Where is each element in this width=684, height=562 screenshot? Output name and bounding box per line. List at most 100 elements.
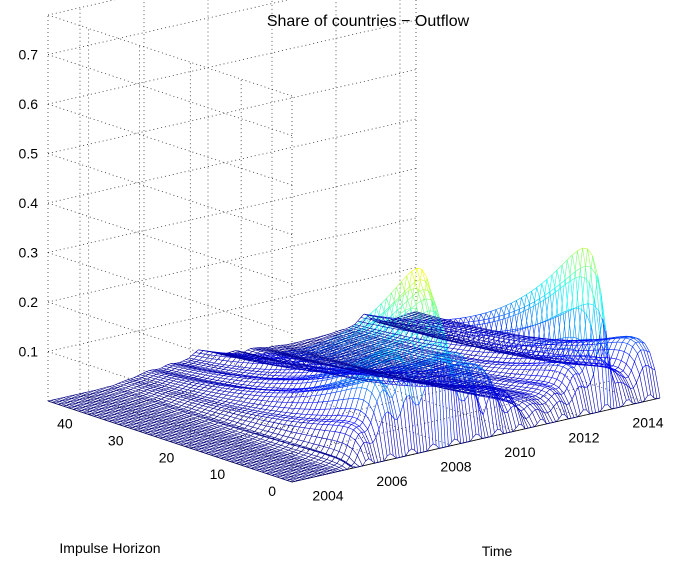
mesh-line <box>552 315 557 341</box>
mesh-line <box>542 322 547 345</box>
mesh-line <box>142 394 147 396</box>
mesh-line <box>235 428 239 432</box>
mesh-line <box>378 343 383 352</box>
mesh-line <box>492 357 497 362</box>
mesh-line <box>509 313 513 330</box>
mesh-line <box>201 360 205 364</box>
mesh-line <box>234 361 239 367</box>
mesh-line <box>295 392 299 398</box>
mesh-line <box>299 372 304 377</box>
mesh-line <box>233 396 237 401</box>
mesh-line <box>186 379 191 382</box>
mesh-line <box>468 346 472 351</box>
mesh-line <box>213 392 217 397</box>
mesh-line <box>185 396 189 399</box>
mesh-line <box>517 363 521 366</box>
grid-line <box>190 363 559 449</box>
mesh-line <box>233 410 237 414</box>
mesh-line <box>555 343 560 357</box>
mesh-line <box>311 376 316 383</box>
mesh-line <box>463 345 467 351</box>
mesh-line <box>250 373 255 377</box>
mesh-line <box>241 367 246 370</box>
mesh-line <box>340 399 344 409</box>
mesh-line <box>151 371 155 374</box>
mesh-line <box>139 372 144 375</box>
mesh-line <box>121 380 125 383</box>
mesh-line <box>175 394 179 396</box>
mesh-line <box>324 348 328 358</box>
mesh-line <box>476 360 480 363</box>
mesh-line <box>194 416 198 419</box>
mesh-line <box>255 379 260 383</box>
mesh-line <box>284 436 289 442</box>
mesh-line <box>209 408 214 412</box>
mesh-line <box>151 389 156 392</box>
mesh-line <box>275 423 280 429</box>
mesh-line <box>254 363 259 369</box>
mesh-line <box>314 402 319 410</box>
mesh-line <box>502 372 507 377</box>
mesh-line <box>498 364 503 369</box>
mesh-line <box>260 420 265 425</box>
mesh-line <box>278 383 282 389</box>
mesh-line <box>272 428 277 434</box>
mesh-line <box>490 352 495 358</box>
mesh-line <box>384 327 389 333</box>
mesh-line <box>504 376 509 379</box>
mesh-line <box>159 383 163 386</box>
mesh-line <box>497 372 502 376</box>
mesh-line <box>152 397 157 400</box>
mesh-line <box>496 362 501 365</box>
mesh-line <box>261 414 266 417</box>
mesh-line <box>542 362 546 366</box>
mesh-line <box>247 348 251 351</box>
mesh-line <box>146 377 151 380</box>
mesh-line <box>189 414 193 417</box>
mesh-line <box>497 307 502 321</box>
mesh-line <box>278 419 283 424</box>
mesh-line <box>194 370 199 374</box>
mesh-line <box>555 289 560 316</box>
mesh-line <box>147 372 152 375</box>
mesh-line <box>563 259 568 286</box>
mesh-line <box>184 389 188 392</box>
mesh-line <box>444 324 448 327</box>
mesh-line <box>242 433 246 436</box>
mesh-line <box>550 293 555 319</box>
mesh-line <box>505 381 510 386</box>
mesh-line <box>191 352 196 356</box>
mesh-line <box>482 312 487 324</box>
mesh-line <box>261 444 265 447</box>
mesh-line <box>181 370 186 374</box>
mesh-line <box>323 438 328 447</box>
mesh-line <box>498 347 502 350</box>
mesh-line <box>521 369 525 375</box>
mesh-line <box>241 410 245 413</box>
mesh-line <box>158 404 163 407</box>
mesh-line <box>292 369 297 374</box>
mesh-line <box>522 363 526 366</box>
mesh-line <box>161 365 165 369</box>
mesh-line <box>529 365 533 370</box>
mesh-line <box>489 321 494 336</box>
mesh-line <box>295 439 299 445</box>
mesh-line <box>501 362 506 366</box>
mesh-line <box>222 378 226 382</box>
mesh-line <box>168 377 172 380</box>
mesh-line <box>470 316 474 322</box>
mesh-line <box>326 408 331 416</box>
mesh-line <box>178 379 182 383</box>
mesh-line <box>526 294 530 305</box>
mesh-line <box>196 359 200 362</box>
mesh-line <box>260 405 265 409</box>
mesh-line <box>560 285 565 314</box>
mesh-line <box>318 368 322 372</box>
mesh-line <box>133 396 137 399</box>
mesh-line <box>203 413 208 416</box>
mesh-line <box>391 339 395 342</box>
mesh-line <box>354 320 358 325</box>
mesh-line <box>500 353 505 359</box>
mesh-line <box>246 394 251 399</box>
mesh-line <box>532 363 536 366</box>
